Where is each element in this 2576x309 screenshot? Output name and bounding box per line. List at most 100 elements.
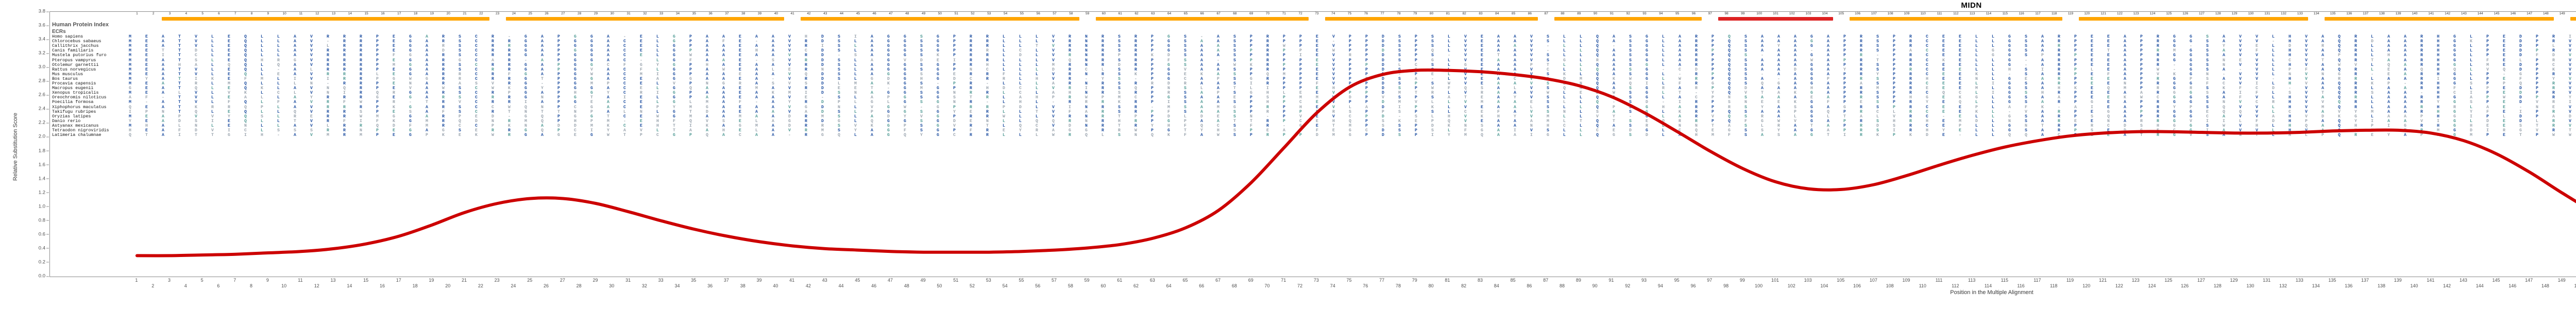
protein-index-number: 133 xyxy=(2297,12,2303,15)
alignment-row: Takifugu rubripes IPNTQLEQLLQVRRSPESAFSCR… xyxy=(50,109,2576,114)
protein-index-number: 69 xyxy=(1249,12,1253,15)
ecr-segment xyxy=(2078,17,2309,21)
y-axis-tick: 2.4 xyxy=(39,106,49,112)
protein-index-number: 103 xyxy=(1805,12,1811,15)
x-axis-tick: 9 xyxy=(266,278,269,283)
protein-index-number: 50 xyxy=(938,12,942,15)
x-axis-tick: 128 xyxy=(2213,283,2222,288)
protein-index-number: 19 xyxy=(430,12,434,15)
x-axis-tick: 108 xyxy=(1886,283,1894,288)
x-axis-tick: 78 xyxy=(1395,283,1401,288)
sequence-residues: MEAHALQQLQAVRRRPMGARSCRRGAPGGCFGYGPHAEAA… xyxy=(129,62,2571,67)
x-axis-tick: 35 xyxy=(691,278,697,283)
ecr-segment xyxy=(2570,17,2576,21)
y-tick-mark xyxy=(46,136,49,138)
x-axis-tick: 44 xyxy=(838,283,844,288)
protein-index-number: 21 xyxy=(463,12,467,15)
x-axis-tick: 137 xyxy=(2361,278,2369,283)
protein-index-number: 72 xyxy=(1298,12,1302,15)
protein-index-number: 33 xyxy=(659,12,664,15)
sequence-residues: MEATVLEQLLAV-RRPEGARSCRRGAPGGACELGPAFE-A… xyxy=(129,39,2571,44)
protein-index-number: 14 xyxy=(348,12,352,15)
protein-index-number: 47 xyxy=(889,12,893,15)
ecr-label: ECRs xyxy=(52,29,66,35)
protein-index-number: 118 xyxy=(2052,12,2057,15)
y-tick-mark xyxy=(46,25,49,26)
y-tick-mark xyxy=(46,276,49,277)
x-axis-tick: 72 xyxy=(1297,283,1303,288)
x-axis-tick: 50 xyxy=(937,283,942,288)
x-axis-tick: 61 xyxy=(1117,278,1123,283)
x-axis-tick: 101 xyxy=(1771,278,1780,283)
x-axis-tick: 87 xyxy=(1543,278,1549,283)
protein-index-number: 1 xyxy=(136,12,138,15)
y-axis-tick: 0.8 xyxy=(39,217,49,223)
protein-index-number: 62 xyxy=(1134,12,1139,15)
protein-index-number: 99 xyxy=(1741,12,1745,15)
protein-index-number: 139 xyxy=(2395,12,2401,15)
x-axis-tick: 38 xyxy=(740,283,745,288)
protein-index-number: 68 xyxy=(1233,12,1237,15)
x-axis-tick: 86 xyxy=(1527,283,1532,288)
species-label: Latimeria chalumnae xyxy=(52,132,101,138)
alignment-row: Danio rerio YEADSIEQLLTVRFIFKGMRQDNRMQPHP… xyxy=(50,118,2576,124)
x-axis-tick: 32 xyxy=(641,283,647,288)
protein-index-number: 104 xyxy=(1822,12,1828,15)
x-axis-tick: 30 xyxy=(609,283,615,288)
protein-index-number: 78 xyxy=(1397,12,1401,15)
protein-index-number: 30 xyxy=(610,12,614,15)
x-axis-tick: 113 xyxy=(1968,278,1976,283)
protein-index-number: 16 xyxy=(381,12,385,15)
x-axis-tick: 100 xyxy=(1755,283,1763,288)
alignment-row: Chlorocebus sabaeus MEATVLEQLLAV-RRPEGARS… xyxy=(50,39,2576,44)
protein-index-number: 52 xyxy=(971,12,975,15)
protein-index-number: 65 xyxy=(1183,12,1188,15)
protein-index-number: 8 xyxy=(250,12,253,15)
alignment-row: Astyanax mexicanus MHALNLENLLAVLRRQDFMRCC… xyxy=(50,123,2576,128)
x-axis-tick: 115 xyxy=(2001,278,2008,283)
x-axis-tick: 92 xyxy=(1625,283,1631,288)
y-axis-tick: 1.4 xyxy=(39,176,49,181)
sequence-residues: MEATVLEQLLAVLRRPEGARSCRRGAPGGACELGPAAEAA… xyxy=(129,44,2571,49)
x-axis-tick: 134 xyxy=(2312,283,2320,288)
protein-index-number: 123 xyxy=(2133,12,2139,15)
y-axis-tick: 0.6 xyxy=(39,231,49,237)
x-axis-tick: 31 xyxy=(625,278,631,283)
species-label: Procavia capensis xyxy=(52,81,96,86)
x-axis-tick: 110 xyxy=(1919,283,1926,288)
protein-index-number: 101 xyxy=(1773,12,1778,15)
protein-index-number: 36 xyxy=(708,12,713,15)
y-axis-tick: 0.4 xyxy=(39,245,49,251)
protein-index-number: 120 xyxy=(2084,12,2090,15)
protein-index-number: 100 xyxy=(1756,12,1762,15)
x-axis-tick: 79 xyxy=(1412,278,1417,283)
ecr-segment xyxy=(505,17,785,21)
y-axis-tick: 2.2 xyxy=(39,120,49,126)
protein-index-number: 131 xyxy=(2264,12,2270,15)
x-axis-tick: 129 xyxy=(2230,278,2238,283)
protein-index-number: 136 xyxy=(2346,12,2352,15)
protein-index-number: 55 xyxy=(1020,12,1024,15)
protein-index-number: 29 xyxy=(594,12,598,15)
protein-index-row: 1 2 3 4 5 6 7 8 9 10 11 12 13 14 15 16 17 18 19 20 21 22 23 24 2… xyxy=(50,12,2576,16)
sequence-residues: HEAFDVICLSSSRRNPEGAGSERRGQPCIYAVLTAAHELA… xyxy=(129,128,2571,133)
protein-index-number: 18 xyxy=(413,12,418,15)
alignment-row: Oreochromis niloticus AF-TVLEALLAYRRRGEGA… xyxy=(50,95,2576,100)
protein-index-number: 58 xyxy=(1069,12,1073,15)
x-axis-tick: 123 xyxy=(2131,278,2140,283)
protein-index-number: 98 xyxy=(1724,12,1728,15)
x-axis-tick: 27 xyxy=(560,278,565,283)
y-axis-tick: 3.8 xyxy=(39,9,49,14)
protein-index-number: 142 xyxy=(2445,12,2450,15)
sequence-residues: MEAPVVYQSLRERRWMGGARPED-GQPGGTCEWGMAAMAA… xyxy=(129,114,2571,119)
protein-index-number: 107 xyxy=(1871,12,1877,15)
protein-index-number: 6 xyxy=(218,12,220,15)
protein-index-number: 141 xyxy=(2428,12,2434,15)
x-axis-tick: 56 xyxy=(1035,283,1041,288)
protein-index-number: 46 xyxy=(872,12,876,15)
protein-index-number: 67 xyxy=(1216,12,1221,15)
y-axis-tick: 3.4 xyxy=(39,37,49,42)
sequence-residues: IPNTQLEQLLQVRRSPESAFSCRTNTTNPALNLGTDAEAA… xyxy=(129,109,2571,114)
protein-index-number: 146 xyxy=(2510,12,2516,15)
alignment-row: Rattus norvegicus MEATVLEQL-ALRRRPEGARSCR… xyxy=(50,67,2576,72)
